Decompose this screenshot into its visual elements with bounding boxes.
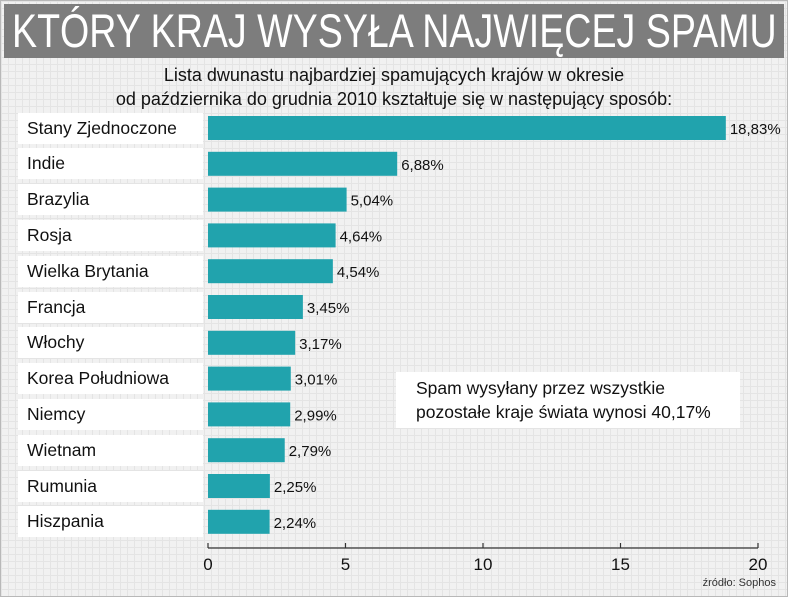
- bar: [208, 187, 347, 212]
- bar-value-label: 2,79%: [289, 443, 332, 460]
- bar: [208, 223, 336, 248]
- bar: [208, 151, 398, 176]
- category-label: Włochy: [18, 327, 203, 359]
- category-label: Rosja: [18, 219, 203, 251]
- annotation-box: Spam wysyłany przez wszystkie pozostałe …: [396, 372, 740, 428]
- bar: [208, 474, 270, 498]
- x-tick-label: 15: [611, 555, 630, 574]
- title-bar: KTÓRY KRAJ WYSYŁA NAJWIĘCEJ SPAMU: [4, 4, 784, 58]
- bar-value-label: 6,88%: [401, 157, 444, 174]
- bar: [208, 402, 291, 427]
- bar-value-label: 4,64%: [340, 228, 383, 245]
- bar-value-label: 2,24%: [274, 515, 317, 532]
- category-label: Brazylia: [18, 184, 203, 216]
- bar: [208, 295, 303, 319]
- bar-value-label: 3,17%: [299, 336, 342, 353]
- subtitle-line-2: od października do grudnia 2010 kształtu…: [115, 89, 673, 109]
- x-tick-label: 10: [474, 555, 493, 574]
- bar-value-label: 4,54%: [337, 264, 380, 281]
- category-label: Hiszpania: [18, 506, 203, 538]
- bar: [208, 116, 726, 140]
- category-label: Francja: [18, 291, 203, 323]
- x-tick-label: 5: [341, 555, 350, 574]
- bar-value-label: 2,25%: [274, 479, 317, 496]
- page-title: KTÓRY KRAJ WYSYŁA NAJWIĘCEJ SPAMU: [12, 4, 777, 57]
- category-label: Stany Zjednoczone: [18, 112, 203, 144]
- bar: [208, 438, 285, 463]
- bar-value-label: 5,04%: [351, 193, 394, 210]
- category-label: Niemcy: [18, 398, 203, 430]
- category-label: Rumunia: [18, 470, 203, 502]
- category-label: Indie: [18, 148, 203, 180]
- annotation-line-2: pozostałe kraje świata wynosi 40,17%: [416, 402, 711, 422]
- annotation-line-1: Spam wysyłany przez wszystkie: [416, 378, 665, 398]
- bar-value-label: 2,99%: [294, 407, 337, 424]
- bar-value-label: 18,83%: [730, 121, 781, 138]
- x-tick-label: 0: [203, 555, 212, 574]
- x-tick-label: 20: [749, 555, 768, 574]
- subtitle-line-1: Lista dwunastu najbardziej spamujących k…: [163, 65, 625, 85]
- bar: [208, 509, 270, 534]
- bar-value-label: 3,01%: [295, 372, 338, 389]
- bar: [208, 366, 291, 391]
- category-label: Korea Południowa: [18, 363, 203, 395]
- bar-value-label: 3,45%: [307, 300, 350, 317]
- bar: [208, 330, 296, 355]
- source-note: źródło: Sophos: [702, 577, 776, 589]
- bar: [208, 259, 333, 284]
- category-label: Wielka Brytania: [18, 255, 203, 287]
- category-label: Wietnam: [18, 434, 203, 466]
